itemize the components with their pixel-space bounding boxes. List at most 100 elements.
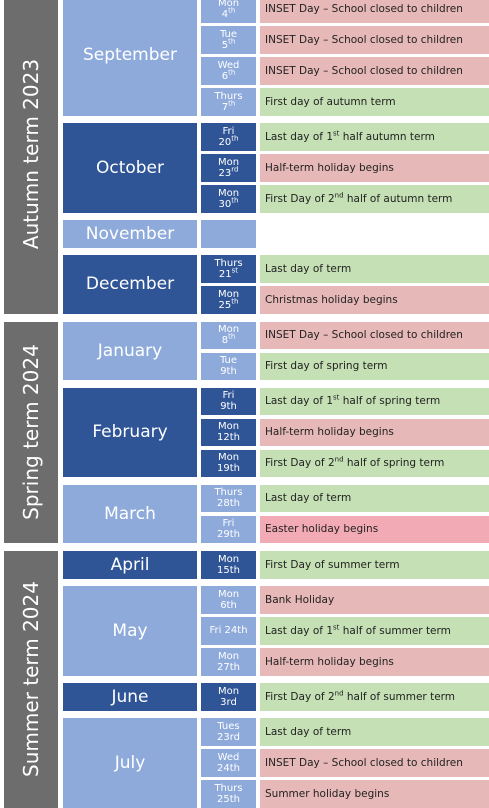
event-text: Last day of 1st half of spring term: [265, 394, 440, 408]
event-text: First Day of 2nd half of autumn term: [265, 191, 452, 205]
date-day: Wed: [217, 59, 240, 71]
event-cell: Last day of 1st half autumn term: [260, 123, 489, 151]
date-number: 5th: [221, 37, 236, 51]
term-label-cell: Autumn term 2023: [4, 0, 58, 314]
date-day: Tue: [219, 28, 238, 40]
event-text-start: Summer holiday begins: [265, 787, 390, 800]
event-text-start: Last day of 1: [265, 395, 333, 408]
term-name: Summer term 2024: [19, 581, 43, 778]
event-text-start: INSET Day – School closed to children: [265, 33, 463, 46]
event-cell: Last day of 1st half of spring term: [260, 387, 489, 415]
event-cell: Last day of term: [260, 255, 489, 283]
date-suffix: th: [228, 99, 236, 108]
event-superscript: nd: [334, 455, 344, 464]
date-num: 6: [221, 70, 229, 82]
event-text: Last day of term: [265, 263, 351, 275]
event-text: Last day of 1st half of summer term: [265, 623, 451, 637]
date-num: 30: [218, 198, 232, 210]
event-cell: INSET Day – School closed to children: [260, 749, 489, 777]
month-name: September: [83, 45, 177, 66]
event-cell: Half-term holiday begins: [260, 154, 489, 182]
date-suffix: st: [231, 266, 239, 275]
event-text: INSET Day – School closed to children: [265, 65, 463, 77]
date-number: 27th: [217, 662, 240, 673]
event-text-start: Last day of term: [265, 492, 352, 505]
date-num: 25th: [217, 793, 240, 805]
date-suffix: th: [228, 332, 236, 341]
date-num: 25: [218, 299, 232, 311]
date-num: 9th: [220, 401, 237, 413]
event-text: First day of autumn term: [265, 96, 396, 108]
date-day: Thurs: [214, 782, 243, 794]
date-cell: Thurs 21st: [201, 255, 256, 283]
date-cell: Mon 19th: [201, 449, 256, 477]
date-cell: Thurs 28th: [201, 484, 256, 512]
date-day: Mon: [217, 588, 240, 600]
event-text-start: First Day of summer term: [265, 558, 400, 571]
event-text: Last day of term: [265, 726, 351, 738]
event-text-start: Last day of 1: [265, 624, 333, 637]
date-cell: Mon 8th: [201, 321, 256, 349]
date-num: 27th: [217, 661, 240, 673]
month-cell: September: [63, 0, 197, 116]
date-num: 15th: [217, 564, 240, 576]
event-cell: First day of spring term: [260, 352, 489, 380]
month-name: October: [95, 157, 165, 178]
event-text-start: Half-term holiday begins: [265, 426, 394, 439]
date-number: 21st: [219, 266, 239, 280]
date-day: Mon: [217, 156, 240, 168]
date-num: 5: [221, 39, 229, 51]
month-cell: January: [63, 321, 197, 380]
date-number: 19th: [217, 463, 240, 474]
date-cell: Mon 23rd: [201, 154, 256, 182]
date-num: 23rd: [216, 731, 240, 743]
date-day: Fri 24th: [209, 625, 248, 637]
month-name: March: [104, 503, 156, 524]
event-text-start: Half-term holiday begins: [265, 655, 394, 668]
event-cell: Easter holiday begins: [260, 515, 489, 543]
event-cell: First Day of summer term: [260, 551, 489, 579]
date-day: Tues: [217, 720, 240, 732]
date-day: Mon: [217, 650, 240, 662]
month-cell: March: [63, 484, 197, 543]
event-cell: First Day of 2nd half of spring term: [260, 449, 489, 477]
date-num: 8: [221, 335, 229, 347]
event-cell: Summer holiday begins: [260, 780, 489, 808]
event-cell: First Day of 2nd half of summer term: [260, 683, 489, 711]
date-suffix: th: [228, 37, 236, 46]
month-cell: July: [63, 718, 197, 808]
date-num: 20: [218, 136, 232, 148]
date-day: Thurs: [214, 257, 243, 269]
date-number: 23rd: [219, 166, 239, 179]
event-text: Half-term holiday begins: [265, 426, 394, 438]
event-text: Half-term holiday begins: [265, 656, 394, 668]
date-cell: Mon 27th: [201, 648, 256, 676]
date-number: 24th: [217, 763, 240, 774]
date-cell: Mon 4th: [201, 0, 256, 23]
event-text: First Day of 2nd half of summer term: [265, 690, 455, 703]
date-num: 3rd: [220, 696, 237, 708]
date-number: 4th: [222, 7, 236, 20]
event-superscript: nd: [334, 191, 344, 200]
term-label-cell: Summer term 2024: [4, 551, 58, 808]
date-suffix: th: [231, 196, 239, 205]
date-number: 25th: [218, 298, 239, 311]
event-superscript: st: [333, 623, 340, 632]
date-number: 9th: [220, 401, 237, 412]
date-day: Fri: [222, 518, 235, 530]
event-text-start: First Day of 2: [265, 690, 335, 703]
event-text-end: half of summer term: [339, 624, 451, 637]
date-cell: Fri 9th: [201, 387, 256, 415]
date-num: 9th: [220, 366, 237, 378]
date-suffix: th: [228, 68, 236, 77]
date-num: 7: [221, 101, 229, 113]
event-text: Christmas holiday begins: [265, 294, 398, 306]
event-text-start: First day of spring term: [265, 360, 388, 373]
date-cell: Mon 6th: [201, 586, 256, 614]
event-text-start: Easter holiday begins: [265, 523, 379, 536]
date-cell: [201, 220, 256, 248]
date-cell: Wed 24th: [201, 749, 256, 777]
month-name: July: [114, 752, 146, 773]
event-text: Summer holiday begins: [265, 788, 389, 800]
